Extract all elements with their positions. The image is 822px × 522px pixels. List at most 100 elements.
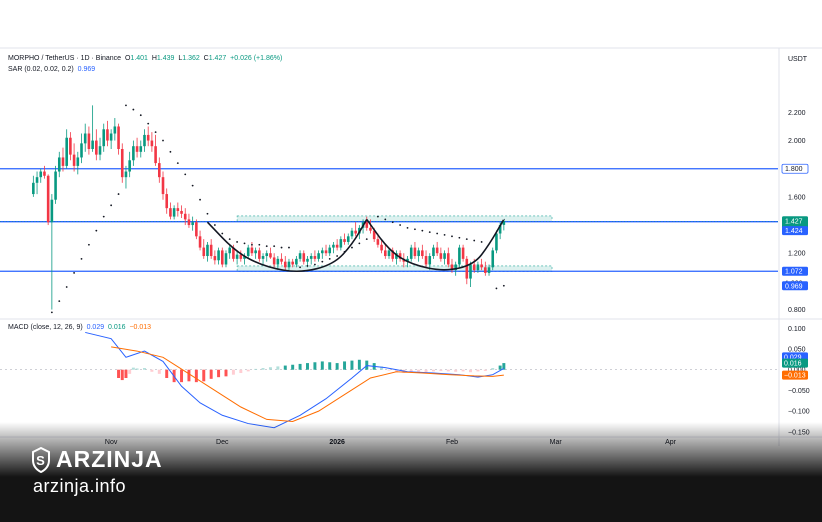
candle-body bbox=[265, 253, 269, 257]
candle-body bbox=[232, 247, 235, 259]
macd-value-3: −0.013 bbox=[129, 324, 152, 331]
cup-pattern-curve bbox=[206, 219, 368, 273]
sar-dot bbox=[306, 264, 309, 267]
candle-body bbox=[224, 253, 228, 265]
sar-dot bbox=[199, 198, 201, 201]
close-value: 1.427 bbox=[208, 55, 227, 62]
candle-body bbox=[235, 254, 239, 259]
candle-body bbox=[458, 247, 461, 265]
sar-dot bbox=[336, 255, 339, 257]
sar-dot bbox=[406, 226, 409, 229]
candle-body bbox=[106, 129, 109, 141]
candle-body bbox=[76, 157, 80, 166]
candle-body bbox=[465, 258, 469, 279]
macd-histogram-bar bbox=[350, 360, 354, 370]
currency-label[interactable]: USDT bbox=[788, 56, 808, 63]
candle-body bbox=[328, 247, 332, 254]
macd-axis-tag-label: −0.013 bbox=[784, 373, 806, 380]
candle-body bbox=[243, 256, 246, 259]
candle-body bbox=[102, 129, 106, 147]
macd-histogram-group bbox=[117, 359, 506, 383]
macd-histogram-bar bbox=[461, 369, 465, 372]
macd-histogram-bar bbox=[313, 362, 317, 370]
macd-histogram-bar bbox=[502, 363, 506, 370]
candle-body bbox=[432, 247, 435, 257]
candle-body bbox=[283, 261, 287, 268]
macd-histogram-bar bbox=[431, 369, 435, 372]
candle-body bbox=[306, 258, 309, 262]
high-label: H bbox=[151, 55, 157, 62]
candle-body bbox=[398, 253, 402, 259]
open-label: O bbox=[124, 55, 131, 62]
candle-body bbox=[298, 253, 302, 259]
sar-dot bbox=[384, 218, 387, 221]
candle-body bbox=[139, 146, 143, 152]
sar-dot bbox=[65, 286, 68, 288]
macd-line bbox=[85, 331, 505, 429]
candle-body bbox=[176, 208, 180, 211]
macd-histogram-bar bbox=[424, 369, 428, 373]
candle-body bbox=[461, 247, 465, 259]
price-axis-tag-label: 1.427 bbox=[785, 218, 803, 225]
candle-body bbox=[117, 126, 120, 150]
candle-body bbox=[228, 247, 231, 254]
macd-histogram-bar bbox=[439, 369, 443, 371]
sar-dot bbox=[50, 311, 53, 314]
candle-body bbox=[61, 157, 65, 166]
candle-body bbox=[165, 194, 169, 209]
change-value: +0.026 (+1.86%) bbox=[230, 55, 283, 62]
signal-line bbox=[111, 346, 504, 423]
price-tick-label: 0.800 bbox=[788, 307, 806, 314]
sar-dot bbox=[88, 243, 90, 246]
sar-dot bbox=[125, 104, 127, 107]
sar-dot bbox=[251, 243, 253, 246]
macd-histogram-bar bbox=[143, 368, 146, 370]
macd-histogram-bar bbox=[328, 362, 332, 370]
candle-body bbox=[206, 244, 209, 257]
sar-dot bbox=[451, 235, 453, 238]
macd-histogram-bar bbox=[446, 369, 450, 372]
candle-body bbox=[32, 182, 35, 195]
macd-histogram-bar bbox=[454, 369, 458, 372]
candle-body bbox=[450, 264, 454, 271]
macd-value-1: 0.029 bbox=[86, 324, 105, 331]
brand-name: ARZINJA bbox=[56, 446, 163, 472]
price-axis-tag bbox=[782, 266, 808, 276]
candle-body bbox=[365, 222, 369, 228]
candle-body bbox=[302, 253, 306, 262]
price-axis-tag-label: 1.800 bbox=[785, 166, 803, 173]
sar-dot bbox=[169, 150, 172, 153]
candle-body bbox=[417, 250, 420, 257]
candle-body bbox=[83, 133, 87, 144]
macd-histogram-bar bbox=[283, 365, 287, 370]
candle-body bbox=[169, 208, 172, 217]
candle-body bbox=[350, 230, 354, 237]
macd-tick-label: −0.100 bbox=[788, 409, 810, 416]
candle-body bbox=[143, 134, 146, 147]
macd-histogram-bar bbox=[380, 366, 384, 370]
candle-body bbox=[128, 160, 131, 172]
sar-dot bbox=[221, 232, 224, 235]
sar-dot bbox=[154, 131, 157, 134]
candle-body bbox=[498, 225, 502, 234]
candle-body bbox=[50, 199, 54, 223]
candle-body bbox=[276, 258, 280, 265]
candle-body bbox=[472, 264, 476, 271]
price-axis-tag-label: 0.969 bbox=[785, 283, 803, 290]
price-axis-tag bbox=[781, 163, 809, 174]
macd-histogram-bar bbox=[320, 361, 324, 370]
candle-body bbox=[98, 146, 102, 155]
price-tick-label: 1.200 bbox=[788, 251, 806, 258]
candle-body bbox=[65, 137, 68, 166]
macd-axis-tag-label: 0.029 bbox=[784, 354, 802, 361]
candle-body bbox=[202, 247, 206, 257]
macd-histogram-bar bbox=[409, 369, 413, 373]
sar-dot bbox=[73, 272, 75, 274]
candle-body bbox=[321, 250, 324, 254]
candle-body bbox=[287, 261, 291, 268]
candles-group bbox=[32, 105, 506, 310]
sar-dot bbox=[206, 212, 209, 215]
sar-dot bbox=[299, 266, 301, 269]
macd-histogram-bar bbox=[254, 368, 258, 370]
